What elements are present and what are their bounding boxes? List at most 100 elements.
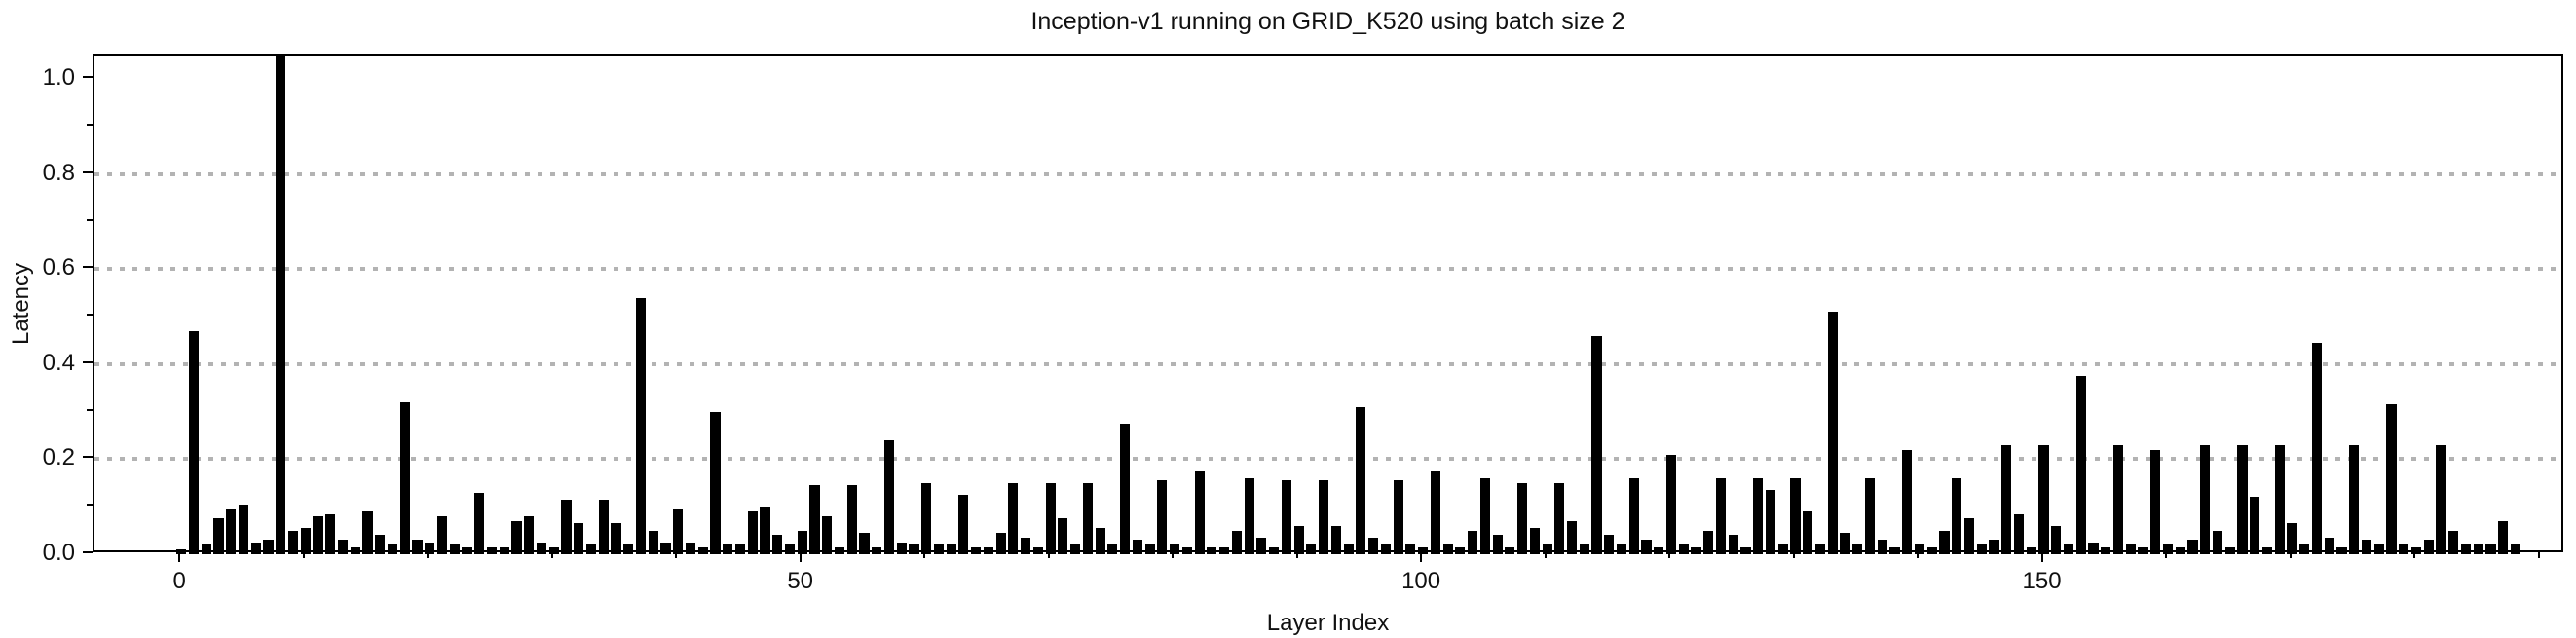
- bar: [1194, 470, 1205, 554]
- bar: [511, 520, 522, 554]
- bar: [276, 56, 286, 554]
- bar: [1976, 544, 1987, 554]
- x-tick-minor: [427, 552, 429, 558]
- y-tick-major: [83, 360, 93, 363]
- bar: [734, 544, 746, 554]
- bar: [474, 492, 485, 554]
- bar: [760, 507, 770, 554]
- x-tick-major: [1420, 552, 1423, 562]
- bar: [486, 546, 498, 554]
- bar: [1505, 546, 1515, 554]
- bar: [2436, 444, 2446, 554]
- bar: [2175, 546, 2185, 554]
- gridline-y-0.6: [94, 267, 2561, 272]
- bar: [1306, 544, 1317, 554]
- bar: [1790, 477, 1801, 554]
- bar: [2013, 513, 2025, 554]
- bar: [995, 533, 1006, 554]
- y-tick-label: 0.4: [42, 349, 75, 376]
- bar: [611, 523, 621, 554]
- bar: [2410, 546, 2422, 554]
- bar: [2212, 530, 2223, 554]
- y-tick-major: [83, 551, 93, 553]
- bar: [250, 542, 261, 554]
- bar: [635, 297, 647, 554]
- bar: [1753, 477, 1764, 554]
- bar: [238, 504, 249, 554]
- x-tick-minor: [675, 552, 678, 558]
- x-tick-label: 50: [787, 568, 814, 594]
- bar: [723, 544, 733, 554]
- bar: [1492, 535, 1503, 554]
- x-tick-minor: [2165, 552, 2168, 558]
- bar: [287, 530, 299, 554]
- y-tick-major: [83, 76, 93, 79]
- x-axis-title: Layer Index: [1266, 610, 1390, 636]
- bar: [350, 546, 360, 554]
- bar: [971, 546, 982, 554]
- x-tick-minor: [1792, 552, 1795, 558]
- bar: [1207, 546, 1217, 554]
- y-tick-major: [83, 266, 93, 269]
- bar: [1008, 482, 1019, 554]
- x-tick-major: [2040, 552, 2043, 562]
- bar: [2075, 376, 2086, 554]
- bar: [499, 546, 509, 554]
- bar: [2162, 544, 2174, 554]
- bar: [1343, 544, 1354, 554]
- bar: [1244, 477, 1254, 554]
- bar: [2088, 542, 2099, 554]
- bar: [2125, 544, 2136, 554]
- bar: [797, 530, 807, 554]
- bar: [1989, 540, 1999, 554]
- bar: [1902, 449, 1913, 554]
- x-tick-minor: [1295, 552, 1298, 558]
- gridline-y-0.8: [94, 171, 2561, 176]
- x-tick-minor: [1047, 552, 1050, 558]
- y-tick-minor: [87, 314, 93, 317]
- bar: [213, 518, 224, 554]
- y-tick-major: [83, 170, 93, 173]
- bar: [1144, 544, 1155, 554]
- bar: [2224, 546, 2235, 554]
- x-tick-minor: [1668, 552, 1671, 558]
- bar: [561, 499, 572, 554]
- y-tick-minor: [87, 124, 93, 127]
- bar: [2386, 404, 2397, 554]
- bar: [2399, 544, 2409, 554]
- bar: [362, 511, 373, 554]
- bar: [412, 540, 423, 554]
- bar: [1678, 544, 1689, 554]
- x-tick-label: 0: [172, 568, 186, 594]
- bar: [673, 508, 684, 554]
- y-tick-minor: [87, 408, 93, 411]
- bar: [1542, 544, 1552, 554]
- bar: [387, 544, 398, 554]
- bar: [263, 540, 274, 554]
- bar: [1256, 537, 1267, 554]
- bar: [2324, 537, 2334, 554]
- x-tick-minor: [2537, 552, 2540, 558]
- bar: [1641, 540, 1652, 554]
- x-tick-major: [799, 552, 802, 562]
- bar: [2287, 523, 2297, 554]
- y-tick-major: [83, 456, 93, 459]
- y-tick-minor: [87, 504, 93, 507]
- bar: [2200, 444, 2211, 554]
- bar: [2101, 546, 2111, 554]
- bar: [2349, 444, 2360, 554]
- bar: [2237, 444, 2248, 554]
- x-tick-minor: [1544, 552, 1547, 558]
- bar: [1231, 530, 1242, 554]
- bar: [1281, 480, 1291, 554]
- gridline-y-0.4: [94, 361, 2561, 366]
- bar: [1269, 546, 1280, 554]
- bar: [2026, 546, 2036, 554]
- bar: [1628, 477, 1639, 554]
- bar: [1219, 546, 1230, 554]
- bar: [2038, 444, 2049, 554]
- bar: [1952, 477, 1962, 554]
- bar: [834, 546, 844, 554]
- bar: [1777, 544, 1788, 554]
- x-tick-minor: [550, 552, 553, 558]
